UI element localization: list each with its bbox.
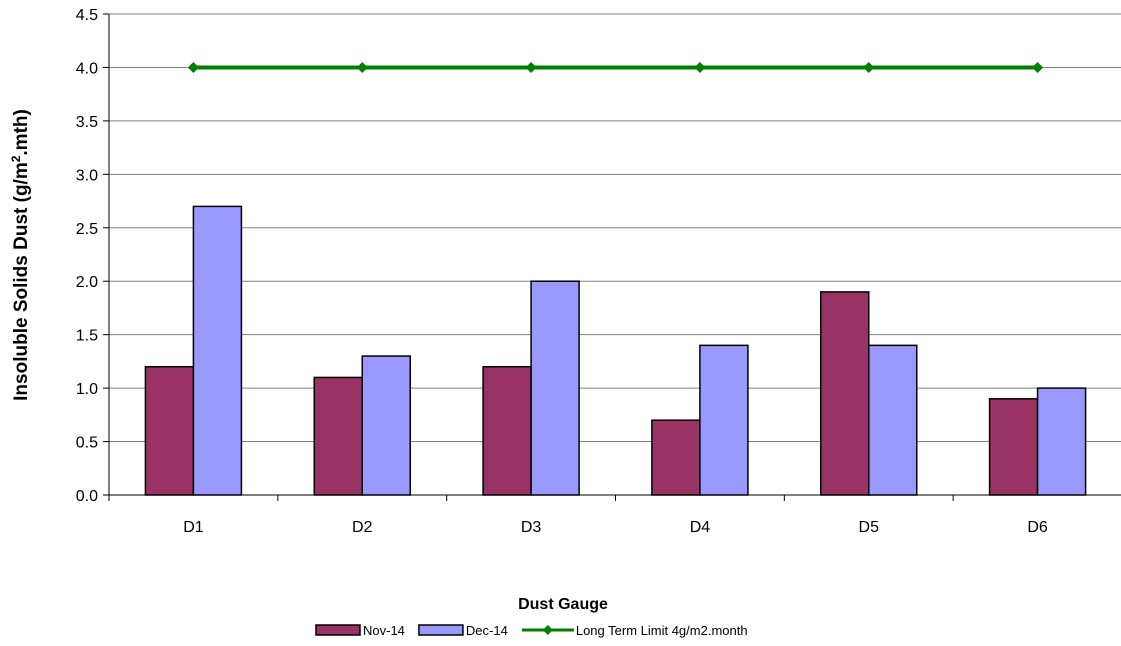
- legend-label: Long Term Limit 4g/m2.month: [576, 623, 748, 638]
- y-axis-title-tail: .mth): [11, 109, 32, 155]
- bar-dec-14: [1036, 387, 1087, 496]
- x-tick-labels: D1 D2 D3 D4 D5 D6: [183, 519, 1048, 536]
- axes: [103, 13, 1121, 501]
- y-axis-title-sup: 2: [9, 155, 23, 162]
- x-tick-label: D3: [521, 519, 542, 536]
- legend-label: Nov-14: [363, 623, 405, 638]
- y-tick-label: 0.0: [76, 488, 98, 505]
- bar-dec-14: [361, 355, 411, 496]
- y-tick-label: 2.5: [76, 221, 98, 238]
- bar-nov-14: [313, 376, 363, 496]
- y-tick-label: 3.5: [76, 114, 98, 131]
- bar-nov-14: [144, 365, 195, 496]
- legend-marker: [542, 625, 553, 635]
- x-tick-label: D1: [183, 519, 204, 536]
- y-tick-label: 1.5: [76, 328, 98, 345]
- y-tick-label: 1.0: [76, 381, 98, 398]
- limit-line-marker: [525, 61, 537, 73]
- legend-swatch: [315, 624, 361, 636]
- y-tick-labels: 0.0 0.5 1.0 1.5 2.0 2.5 3.0 3.5 4.0 4.5: [76, 7, 98, 505]
- x-tick-label: D6: [1027, 519, 1048, 536]
- y-tick-label: 4.0: [76, 60, 98, 77]
- y-tick-label: 2.0: [76, 274, 98, 291]
- legend-swatch: [418, 624, 464, 636]
- x-axis-title: Dust Gauge: [518, 596, 608, 613]
- bar-nov-14: [482, 365, 532, 496]
- limit-line: [187, 61, 1044, 73]
- limit-line-marker: [694, 61, 706, 73]
- bar-dec-14: [868, 344, 918, 496]
- limit-line-marker: [356, 61, 368, 73]
- x-tick-label: D4: [690, 519, 711, 536]
- y-tick-label: 3.0: [76, 167, 98, 184]
- bar-nov-14: [820, 291, 870, 496]
- limit-line-marker: [187, 61, 199, 73]
- x-tick-label: D2: [352, 519, 373, 536]
- limit-line-marker: [863, 61, 875, 73]
- bar-nov-14: [988, 398, 1039, 496]
- y-axis-title-main: Insoluble Solids Dust (g/m: [11, 162, 32, 401]
- bars: [144, 205, 1087, 496]
- y-tick-label: 4.5: [76, 7, 98, 24]
- legend: Nov-14 Dec-14 Long Term Limit 4g/m2.month: [315, 623, 748, 638]
- gridlines: [109, 13, 1121, 443]
- y-tick-label: 0.5: [76, 435, 98, 452]
- bar-nov-14: [651, 419, 701, 496]
- y-axis-title: Insoluble Solids Dust (g/m2.mth): [9, 109, 32, 401]
- legend-label: Dec-14: [466, 623, 508, 638]
- bar-dec-14: [699, 344, 749, 496]
- x-tick-label: D5: [859, 519, 880, 536]
- bar-dec-14: [192, 205, 243, 496]
- limit-line-marker: [1032, 61, 1044, 73]
- bar-dec-14: [530, 280, 580, 496]
